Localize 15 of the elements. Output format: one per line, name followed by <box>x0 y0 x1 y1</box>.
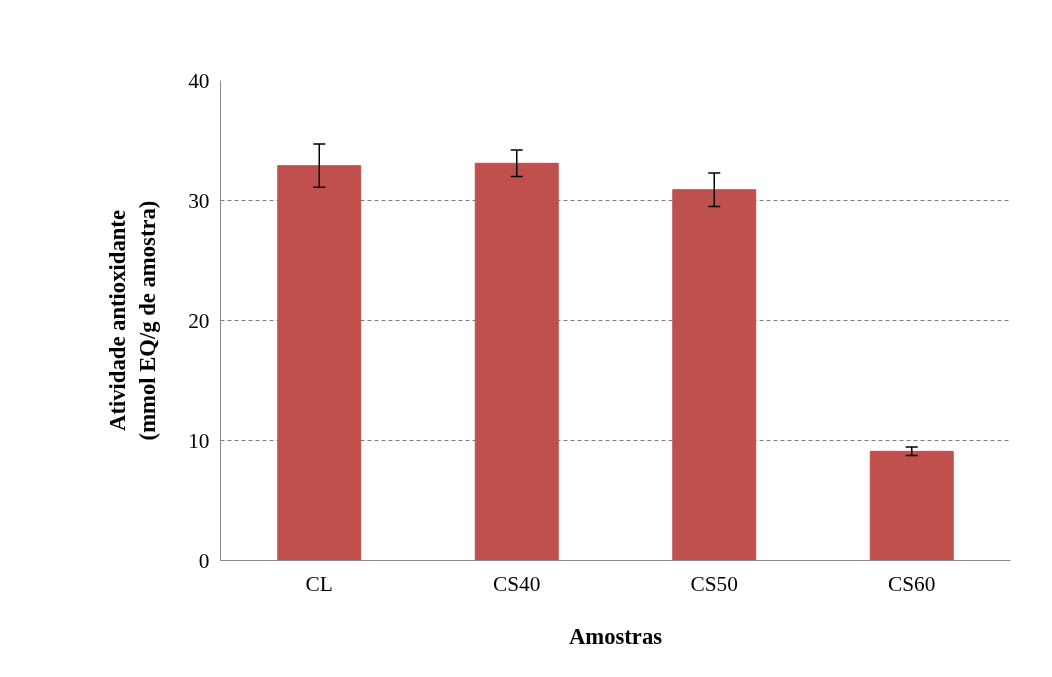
y-tick-label: 10 <box>188 428 210 453</box>
bar <box>672 189 757 561</box>
x-tick-label: CS60 <box>888 571 936 596</box>
x-tick-label: CL <box>305 571 333 596</box>
bar <box>869 450 954 561</box>
bar <box>277 165 362 561</box>
y-tick-label: 40 <box>188 68 210 93</box>
x-axis-title: Amostras <box>568 623 663 649</box>
x-tick-label: CS50 <box>690 571 738 596</box>
bar <box>474 162 559 561</box>
y-tick-label: 20 <box>188 308 210 333</box>
y-tick-label: 0 <box>198 548 210 573</box>
y-tick-label: 30 <box>188 188 210 213</box>
y-axis-title: Atividade antioxidante (mmol EQ/g de amostra) <box>105 200 161 441</box>
x-tick-label: CS40 <box>493 571 541 596</box>
